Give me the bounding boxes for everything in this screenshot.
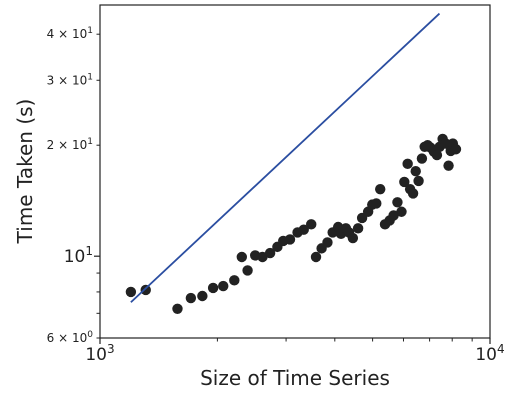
data-point — [440, 138, 451, 149]
data-point — [416, 153, 428, 164]
y-tick-label: 3 × 101 — [47, 72, 93, 87]
data-point — [264, 247, 276, 259]
data-point — [322, 237, 333, 248]
data-point — [396, 206, 407, 217]
data-point — [197, 290, 208, 302]
data-point — [443, 160, 454, 171]
data-point — [306, 219, 317, 230]
data-point — [371, 198, 382, 209]
reference-line — [130, 12, 441, 303]
data-point — [431, 149, 443, 161]
data-point — [399, 176, 410, 188]
data-point — [185, 292, 197, 304]
data-point — [407, 188, 419, 199]
y-tick-label: 4 × 101 — [47, 26, 93, 41]
data-point — [284, 234, 296, 245]
data-point — [229, 275, 240, 286]
y-axis-label: Time Taken (s) — [13, 99, 37, 245]
data-point — [450, 144, 462, 155]
data-point — [218, 280, 229, 292]
data-point — [375, 183, 386, 195]
data-point — [388, 210, 399, 221]
y-tick-label: 2 × 101 — [47, 137, 93, 152]
y-tick-label: 101 — [64, 244, 93, 267]
x-tick-label: 103 — [85, 342, 114, 365]
data-point — [236, 251, 248, 263]
data-point — [140, 284, 151, 296]
data-point — [413, 175, 424, 187]
plot-frame — [99, 4, 491, 339]
data-point — [392, 197, 403, 208]
data-point — [410, 166, 421, 177]
data-point — [352, 223, 364, 234]
data-point — [347, 232, 359, 244]
x-axis-label: Size of Time Series — [200, 366, 390, 390]
axis-ticks: 103 104 6 × 100 101 2 × 101 3 × 101 4 × 101 — [47, 26, 505, 365]
data-point — [207, 282, 219, 294]
data-point — [298, 224, 309, 235]
data-point — [310, 251, 322, 263]
y-tick-label: 6 × 100 — [47, 330, 94, 345]
plot-area — [125, 12, 462, 314]
x-tick-label: 104 — [475, 342, 504, 365]
data-point — [402, 158, 413, 170]
data-point — [242, 265, 253, 276]
data-point — [172, 303, 183, 314]
data-point — [125, 286, 137, 298]
